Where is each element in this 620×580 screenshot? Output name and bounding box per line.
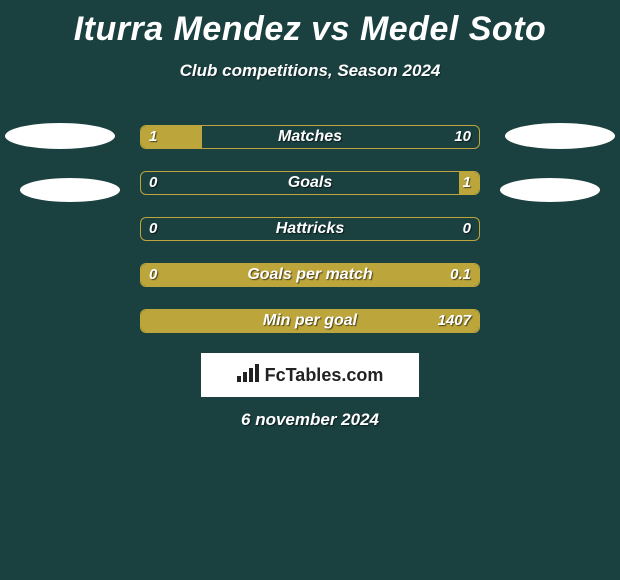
bar-goals: 0 Goals 1 bbox=[140, 171, 480, 195]
player-left-oval-1 bbox=[5, 123, 115, 149]
player-right-oval-1 bbox=[505, 123, 615, 149]
logo-text: FcTables.com bbox=[265, 365, 384, 386]
bar-gpm-label: Goals per match bbox=[141, 264, 479, 286]
bar-matches-value-right: 10 bbox=[454, 126, 471, 148]
bar-matches: 1 Matches 10 bbox=[140, 125, 480, 149]
page-title: Iturra Mendez vs Medel Soto bbox=[0, 0, 620, 49]
bar-hattricks-value-right: 0 bbox=[463, 218, 471, 240]
bar-hattricks-label: Hattricks bbox=[141, 218, 479, 240]
bar-gpm-value-right: 0.1 bbox=[450, 264, 471, 286]
logo: FcTables.com bbox=[237, 364, 384, 387]
bar-mpg-value-right: 1407 bbox=[438, 310, 471, 332]
footer-date: 6 november 2024 bbox=[0, 410, 620, 430]
logo-box: FcTables.com bbox=[201, 353, 419, 397]
player-left-oval-2 bbox=[20, 178, 120, 202]
bar-goals-value-right: 1 bbox=[463, 172, 471, 194]
bar-mpg-label: Min per goal bbox=[141, 310, 479, 332]
bar-matches-label: Matches bbox=[141, 126, 479, 148]
bar-hattricks: 0 Hattricks 0 bbox=[140, 217, 480, 241]
stats-bars: 1 Matches 10 0 Goals 1 0 Hattricks 0 0 G… bbox=[140, 125, 480, 355]
page-subtitle: Club competitions, Season 2024 bbox=[0, 61, 620, 81]
bars-icon bbox=[237, 364, 259, 387]
bar-gpm: 0 Goals per match 0.1 bbox=[140, 263, 480, 287]
bar-mpg: Min per goal 1407 bbox=[140, 309, 480, 333]
bar-goals-label: Goals bbox=[141, 172, 479, 194]
player-right-oval-2 bbox=[500, 178, 600, 202]
